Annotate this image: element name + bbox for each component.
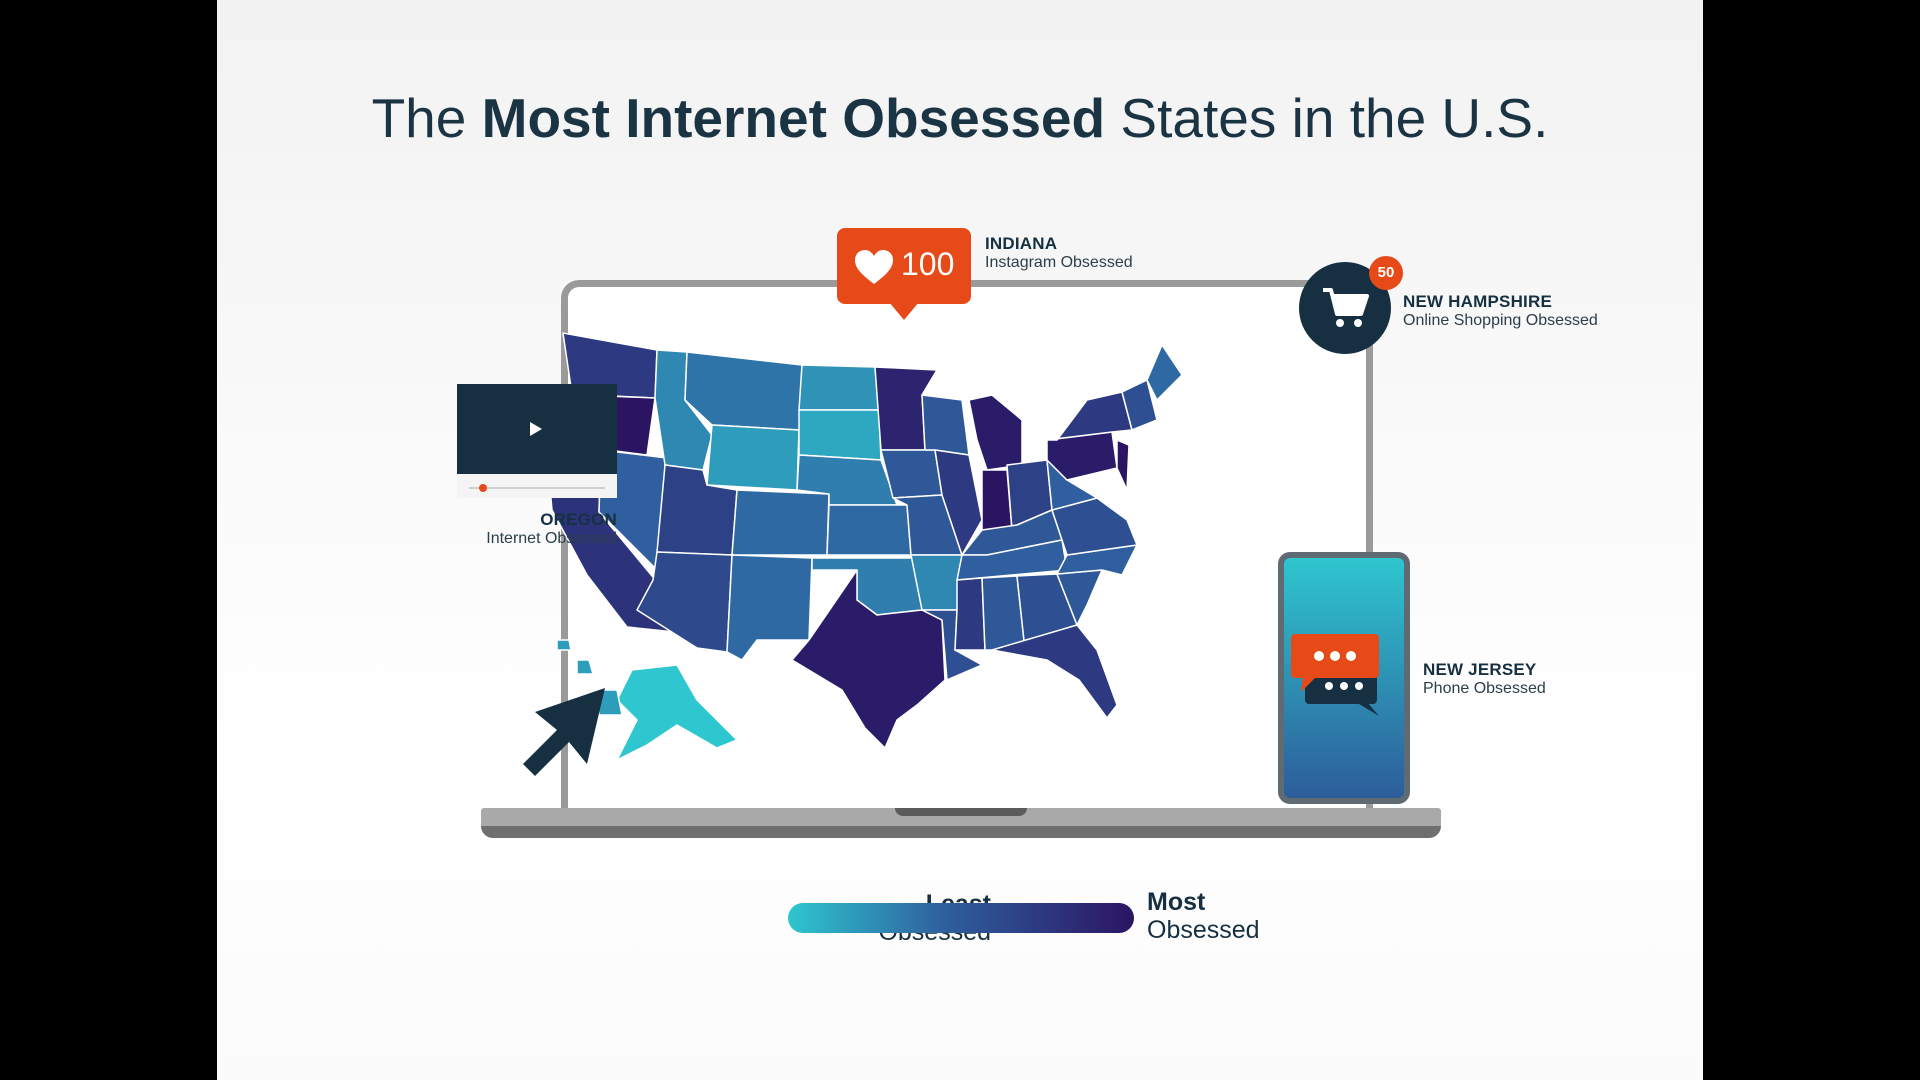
oregon-name: OREGON (540, 510, 617, 529)
state-ne-states (1121, 379, 1158, 431)
indiana-sub: Instagram Obsessed (985, 254, 1133, 271)
video-progress-dot (479, 484, 487, 492)
heart-icon (855, 250, 893, 284)
page-title: The Most Internet Obsessed States in the… (217, 86, 1703, 150)
state-nm (726, 554, 813, 661)
state-ok (811, 557, 923, 616)
play-icon (530, 422, 542, 436)
laptop-notch (895, 808, 1027, 816)
legend-most-bold: Most (1147, 888, 1206, 916)
laptop-base-bottom (481, 826, 1441, 838)
cart-icon (1323, 288, 1369, 327)
video-progress-track (469, 487, 605, 489)
oregon-sub: Internet Obsessed (486, 530, 617, 547)
cursor-arrow-icon (523, 688, 605, 776)
title-part1: The (371, 87, 482, 149)
state-hi (556, 639, 623, 716)
state-fl (991, 624, 1118, 719)
state-sd (798, 409, 882, 461)
state-nd (798, 364, 880, 411)
new-hampshire-badge-count: 50 (1377, 264, 1395, 281)
indiana-name: INDIANA (985, 234, 1058, 253)
new-hampshire-sub: Online Shopping Obsessed (1403, 312, 1598, 329)
state-ak (616, 664, 738, 761)
state-nj (1116, 439, 1130, 491)
legend-most-label: Most Obsessed (1147, 888, 1260, 944)
chat-bubbles-icon (1291, 634, 1379, 716)
state-az (636, 551, 733, 653)
state-mt (684, 351, 803, 431)
oregon-label: OREGON Internet Obsessed (367, 510, 617, 548)
oregon-video-player (457, 384, 617, 474)
state-mi (968, 394, 1023, 471)
new-jersey-label: NEW JERSEY Phone Obsessed (1423, 660, 1546, 698)
state-ks (826, 504, 912, 556)
state-tx (791, 569, 946, 749)
state-tn (956, 539, 1068, 581)
new-jersey-name: NEW JERSEY (1423, 660, 1537, 679)
state-wi (921, 394, 970, 456)
legend-gradient-bar (788, 903, 1134, 933)
indiana-bubble-tail (889, 302, 919, 320)
new-hampshire-badge: 50 (1369, 256, 1403, 290)
state-ny (1046, 391, 1133, 441)
indiana-like-count: 100 (901, 246, 955, 282)
state-co (731, 489, 830, 556)
legend-most-sub: Obsessed (1147, 916, 1260, 944)
title-part2: States in the U.S. (1105, 87, 1549, 149)
state-ms (954, 577, 986, 651)
infographic-card: The Most Internet Obsessed States in the… (217, 0, 1703, 1080)
state-me (1146, 344, 1183, 401)
state-wy (706, 424, 800, 491)
indiana-label: INDIANA Instagram Obsessed (985, 234, 1133, 272)
title-bold: Most Internet Obsessed (481, 87, 1106, 149)
indiana-like-bubble: 100 (837, 228, 971, 304)
new-hampshire-name: NEW HAMPSHIRE (1403, 292, 1552, 311)
new-hampshire-label: NEW HAMPSHIRE Online Shopping Obsessed (1403, 292, 1598, 330)
laptop-base (481, 808, 1441, 826)
state-il (934, 449, 983, 556)
new-jersey-sub: Phone Obsessed (1423, 680, 1546, 697)
